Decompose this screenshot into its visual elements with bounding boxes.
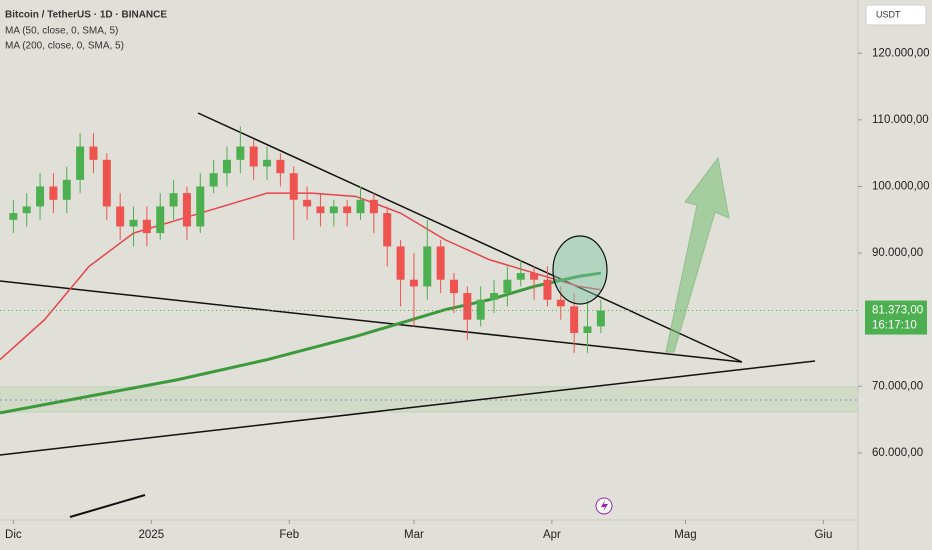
candle-body	[169, 193, 178, 207]
candle-body	[316, 206, 325, 214]
legend-entry: MA (200, close, 0, SMA, 5)	[5, 41, 124, 52]
y-tick-label: 60.000,00	[872, 447, 923, 459]
y-tick-label: 120.000,00	[872, 47, 930, 59]
candle-body	[356, 199, 365, 214]
highlight-circle	[552, 235, 608, 305]
candle-body	[449, 279, 458, 294]
x-tick-label: 2025	[139, 529, 165, 541]
candle-body	[129, 219, 138, 227]
candle-body	[49, 186, 58, 200]
candle-body	[249, 146, 258, 167]
support-zone	[0, 386, 859, 413]
candle-body	[196, 186, 205, 227]
x-tick-label: Mar	[404, 529, 424, 541]
candle-body	[596, 310, 605, 327]
candle-body	[182, 193, 191, 227]
candle-body	[503, 279, 512, 294]
x-tick-label: Mag	[674, 529, 696, 541]
currency-label: USDT	[876, 9, 901, 19]
candle-body	[62, 179, 71, 200]
candle-body	[89, 146, 98, 160]
candle-body	[490, 293, 499, 300]
candle-body	[156, 206, 165, 234]
trendline	[69, 494, 146, 518]
legend: Bitcoin / TetherUS · 1D · BINANCE MA (50…	[5, 10, 167, 52]
last-price-label: 81.373,00	[872, 305, 923, 317]
candle-body	[543, 279, 552, 300]
candle-body	[436, 246, 445, 280]
candle-body	[222, 159, 231, 174]
candle-body	[9, 213, 18, 220]
y-tick-label: 90.000,00	[872, 247, 923, 259]
ma-line	[0, 192, 601, 361]
x-tick-label: Feb	[279, 529, 299, 541]
x-tick-label: Apr	[543, 529, 561, 541]
candle-body	[209, 173, 218, 187]
trendline	[0, 280, 743, 363]
trendline	[197, 112, 743, 363]
candle-body	[369, 199, 378, 214]
x-tick-label: Giu	[814, 529, 832, 541]
candle-body	[476, 299, 485, 320]
candle-body	[409, 279, 418, 287]
candle-body	[556, 299, 565, 307]
y-tick-label: 70.000,00	[872, 380, 923, 392]
trendline	[0, 360, 816, 456]
candle-body	[396, 246, 405, 280]
candle-body	[102, 159, 111, 207]
y-tick-label: 100.000,00	[872, 181, 930, 193]
x-tick-label: Dic	[5, 529, 22, 541]
candle-body	[236, 146, 245, 160]
candle-body	[383, 213, 392, 247]
last-price-badge	[865, 300, 927, 335]
candle-body	[570, 306, 579, 334]
candle-body	[36, 186, 45, 207]
candle-body	[516, 273, 525, 280]
candle-body	[142, 219, 151, 234]
candle-body	[530, 273, 539, 280]
drawings	[0, 112, 859, 518]
arrow	[665, 156, 730, 353]
candle-body	[463, 293, 472, 320]
candle-body	[329, 206, 338, 214]
currency-button[interactable]	[865, 4, 927, 26]
candle-body	[303, 199, 312, 207]
chart-title: Bitcoin / TetherUS · 1D · BINANCE	[5, 10, 167, 21]
plot	[0, 126, 858, 415]
axes: 60.000,00 70.000,00 90.000,00 100.000,00 110…	[5, 47, 930, 541]
candle-body	[263, 159, 272, 167]
candle-body	[76, 146, 85, 180]
candle-body	[343, 206, 352, 214]
countdown: 16:17:10	[872, 320, 917, 332]
legend-entry: MA (50, close, 0, SMA, 5)	[5, 26, 118, 37]
event-icon-glyph	[601, 500, 608, 512]
candle-body	[289, 173, 298, 200]
candle-body	[276, 159, 285, 174]
candle-body	[423, 246, 432, 287]
candle-body	[583, 326, 592, 334]
candle-body	[22, 206, 31, 214]
y-tick-label: 110.000,00	[872, 114, 929, 126]
candle-body	[116, 206, 125, 227]
